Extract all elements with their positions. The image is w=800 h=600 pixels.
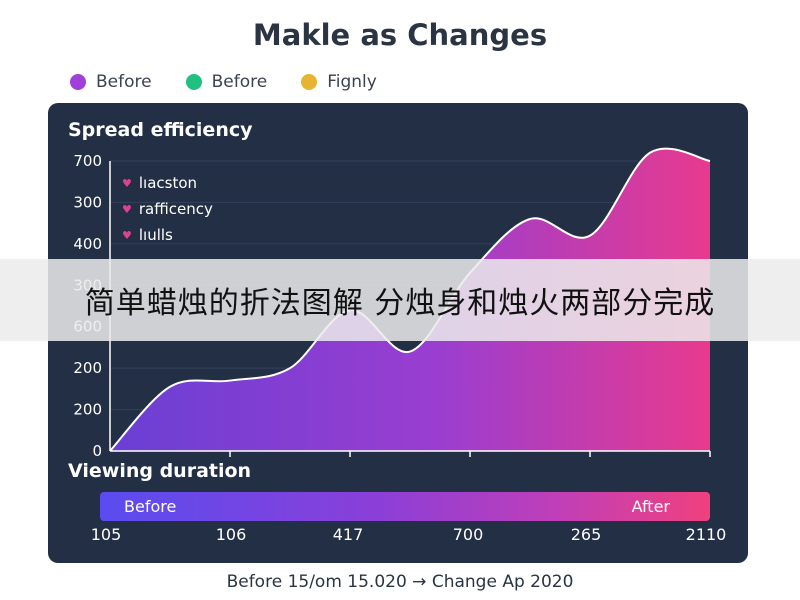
top-legend: Before Before Fignly [70, 72, 377, 92]
x-axis-title: Viewing duration [68, 460, 252, 482]
y-tick-label: 0 [92, 442, 102, 460]
legend-dot-icon [185, 74, 202, 90]
overlay-caption: 简单蜡烛的折法图解 分烛身和烛火两部分完成 [84, 286, 716, 321]
heart-icon: ♥ [122, 202, 132, 216]
y-tick-label: 200 [73, 401, 102, 419]
before-after-bar: Before After [100, 492, 710, 521]
bottom-value: 265 [570, 525, 602, 544]
heart-icon: ♥ [122, 228, 132, 242]
bottom-value: 700 [452, 525, 484, 544]
area-outline [109, 147, 711, 452]
legend-dot-icon [70, 74, 86, 90]
bottom-value: 2110 [685, 525, 727, 544]
inner-legend-label: rafficency [138, 200, 213, 218]
area-fill [110, 148, 710, 451]
caption-overlay-banner: 简单蜡烛的折法图解 分烛身和烛火两部分完成 [0, 259, 800, 341]
y-tick-label: 700 [73, 152, 102, 170]
bottom-value: 417 [332, 525, 364, 544]
inner-legend-item: ♥ rafficency [122, 200, 213, 218]
heart-icon: ♥ [122, 176, 132, 190]
inner-legend-item: ♥ lıulls [122, 226, 213, 244]
legend-item-2: Fignly [301, 72, 377, 92]
inner-legend: ♥ lıacston ♥ rafficency ♥ lıulls [122, 174, 213, 244]
legend-label: Fignly [327, 72, 377, 92]
inner-legend-label: lıacston [138, 174, 198, 192]
bar-left-label: Before [124, 497, 177, 516]
legend-label: Before [211, 72, 268, 92]
legend-dot-icon [301, 74, 318, 90]
footer-caption: Before 15/om 15.020 → Change Ap 2020 [226, 572, 574, 592]
bottom-value: 106 [215, 525, 247, 544]
inner-legend-item: ♥ lıacston [122, 174, 213, 192]
bottom-values-row: 105 106 417 700 265 2110 [48, 525, 748, 551]
y-tick-label: 200 [73, 359, 102, 377]
legend-item-1: Before [185, 72, 268, 92]
inner-legend-label: lıulls [138, 226, 173, 244]
bar-right-label: After [631, 497, 670, 516]
bottom-value: 105 [90, 525, 122, 544]
area-chart: 7003004003006002002000 [73, 147, 711, 460]
legend-item-0: Before [70, 72, 152, 92]
y-tick-label: 300 [73, 193, 102, 211]
y-tick-label: 400 [73, 235, 102, 253]
chart-title: Makle as Changes [252, 18, 548, 52]
panel-title: Spread efficiency [68, 119, 253, 141]
legend-label: Before [96, 72, 152, 92]
